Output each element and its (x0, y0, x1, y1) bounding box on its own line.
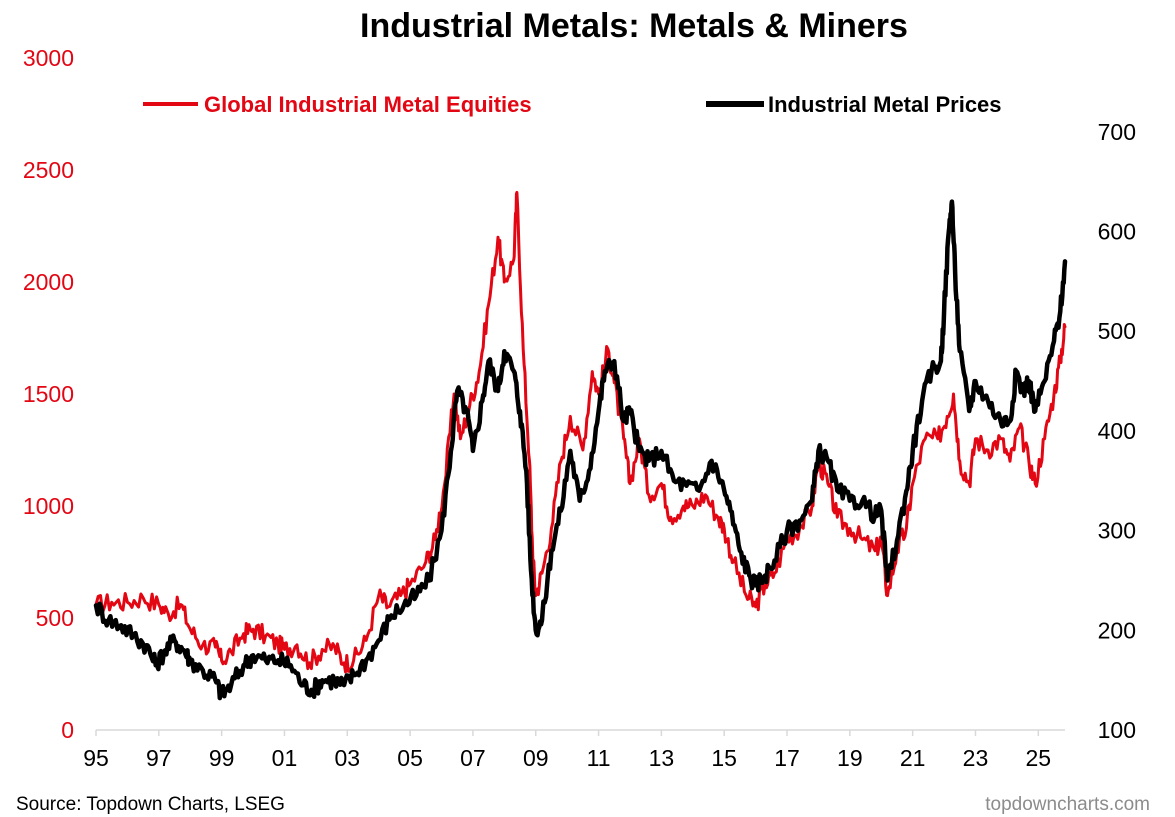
x-tick-label: 09 (523, 745, 549, 771)
right-tick-label: 200 (1098, 617, 1136, 643)
x-tick-label: 99 (209, 745, 235, 771)
x-tick-label: 13 (649, 745, 675, 771)
right-tick-label: 700 (1098, 119, 1136, 145)
x-tick-label: 11 (587, 745, 611, 771)
x-axis: 95 97 99 01 03 05 07 09 11 13 15 17 19 21 23 25 (83, 730, 1051, 771)
right-tick-label: 500 (1098, 318, 1136, 344)
right-tick-label: 100 (1098, 717, 1136, 743)
legend: Global Industrial Metal Equities Industr… (143, 92, 1002, 117)
left-tick-label: 2500 (23, 157, 74, 183)
source-note: Source: Topdown Charts, LSEG (16, 794, 285, 815)
x-tick-label: 17 (774, 745, 800, 771)
x-tick-label: 95 (83, 745, 109, 771)
x-tick-label: 03 (334, 745, 360, 771)
x-tick-label: 19 (837, 745, 863, 771)
x-tick-label: 01 (272, 745, 298, 771)
x-tick-label: 07 (460, 745, 486, 771)
x-tick-label: 97 (146, 745, 172, 771)
legend-prices-label: Industrial Metal Prices (768, 92, 1002, 117)
left-tick-label: 1500 (23, 381, 74, 407)
left-axis: 0 500 1000 1500 2000 2500 3000 (23, 45, 74, 743)
right-tick-label: 300 (1098, 518, 1136, 544)
x-tick-label: 21 (900, 745, 926, 771)
left-tick-label: 500 (36, 605, 74, 631)
x-tick-label: 25 (1026, 745, 1052, 771)
x-tick-label: 15 (711, 745, 737, 771)
left-tick-label: 1000 (23, 493, 74, 519)
prices-series-line (93, 199, 1068, 701)
right-axis: 100 200 300 400 500 600 700 (1098, 119, 1136, 743)
brand-watermark: topdowncharts.com (985, 794, 1150, 815)
series-layer (93, 190, 1068, 701)
right-tick-label: 600 (1098, 219, 1136, 245)
right-tick-label: 400 (1098, 418, 1136, 444)
chart-title: Industrial Metals: Metals & Miners (360, 7, 908, 45)
equities-series-line (94, 190, 1067, 674)
legend-equities-label: Global Industrial Metal Equities (204, 92, 532, 117)
left-tick-label: 0 (61, 717, 74, 743)
left-tick-label: 3000 (23, 45, 74, 71)
x-tick-label: 05 (397, 745, 423, 771)
left-tick-label: 2000 (23, 269, 74, 295)
x-tick-label: 23 (963, 745, 989, 771)
